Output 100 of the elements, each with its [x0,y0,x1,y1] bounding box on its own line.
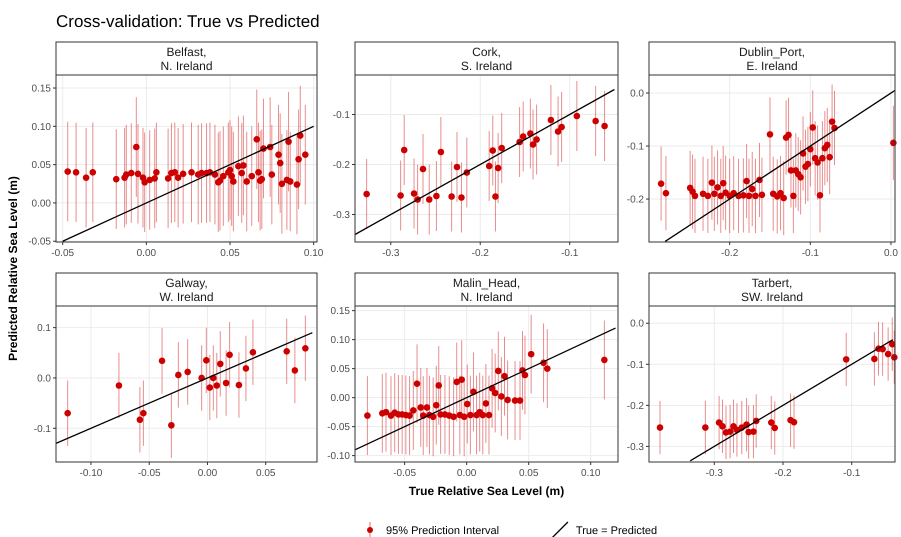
point [240,162,247,169]
point [153,168,160,176]
y-tick-label: 0.0 [630,88,644,100]
chart-title: Cross-validation: True vs Predicted [56,12,320,31]
point [486,162,492,170]
point [188,168,195,176]
y-tick-label: -0.1 [332,110,350,121]
point [420,166,426,172]
x-tick-label: -0.3 [382,248,400,259]
point [717,192,724,200]
point [168,422,175,429]
chart-subtitle: Belfast, N. Ireland [160,45,213,73]
point [116,382,122,389]
point [175,372,182,378]
point [276,160,284,166]
point [777,190,784,197]
point [382,408,390,416]
point [236,382,242,388]
y-axis-title: Predicted Relative Sea Level (m) [6,176,20,361]
point [748,186,756,192]
point [278,180,286,188]
point [158,358,166,364]
point [302,151,309,158]
point [533,136,540,143]
point [714,184,721,191]
point [64,410,71,416]
point [492,193,499,200]
point [501,372,508,380]
y-tick-label: 0.00 [32,198,52,210]
point [286,178,294,185]
y-tick-label: -0.3 [332,210,350,221]
x-tick-label: 0.05 [518,468,539,479]
point [771,424,778,432]
point [492,390,498,396]
x-tick-label: -0.1 [802,248,820,259]
point [128,170,135,176]
point [726,428,734,435]
x-tick-label: -0.2 [472,248,490,259]
point [238,170,246,176]
x-tick-label: -0.10 [80,468,103,479]
point [248,172,256,180]
y-tick-label: 0.00 [330,393,350,404]
point [871,356,878,362]
point [516,397,524,404]
x-tick-label: -0.05 [51,248,75,259]
point [243,178,250,185]
point [809,124,816,131]
point [432,402,440,408]
y-tick-label: -0.1 [626,360,644,371]
point [250,348,256,356]
x-tick-label: 0.05 [256,468,276,479]
point [140,410,147,416]
point [601,356,608,364]
point [458,376,465,383]
point [450,413,457,420]
point [410,190,418,197]
legend-label: True = Predicted [576,525,658,537]
point [528,350,534,358]
point [406,412,413,419]
point [134,170,142,178]
chart-subtitle: Cork, S. Ireland [460,45,512,73]
point [295,156,302,163]
point [790,418,798,426]
x-tick-label: 0.00 [456,468,477,479]
y-tick-label: 0.05 [32,160,52,172]
point [758,192,766,198]
point [522,372,528,378]
point [438,148,444,156]
point [711,190,718,198]
point [435,382,442,389]
y-tick-label: -0.2 [626,194,644,206]
x-axis-title: True Relative Sea Level (m) [408,484,564,498]
x-tick-label: -0.1 [561,248,579,259]
point [216,360,224,368]
point [400,146,408,154]
x-tick-label: 0.05 [220,248,240,259]
point [467,412,474,418]
point [768,419,775,426]
point [592,118,599,124]
point [174,174,182,181]
point [720,180,727,186]
point [294,181,300,188]
point [253,136,260,143]
point [90,168,96,176]
x-tick-label: 0.00 [136,248,157,259]
y-tick-label: 0.05 [330,364,350,376]
point [743,178,750,184]
point [433,192,440,200]
point [797,174,804,181]
point [164,175,172,182]
point [302,344,309,352]
x-tick-label: -0.1 [843,468,861,479]
point [708,179,716,186]
point [692,192,698,200]
y-tick-label: -0.2 [626,400,644,412]
point [151,175,158,182]
point [704,192,712,200]
point [804,160,812,168]
point [364,412,371,419]
y-tick-label: 0.15 [32,84,52,95]
